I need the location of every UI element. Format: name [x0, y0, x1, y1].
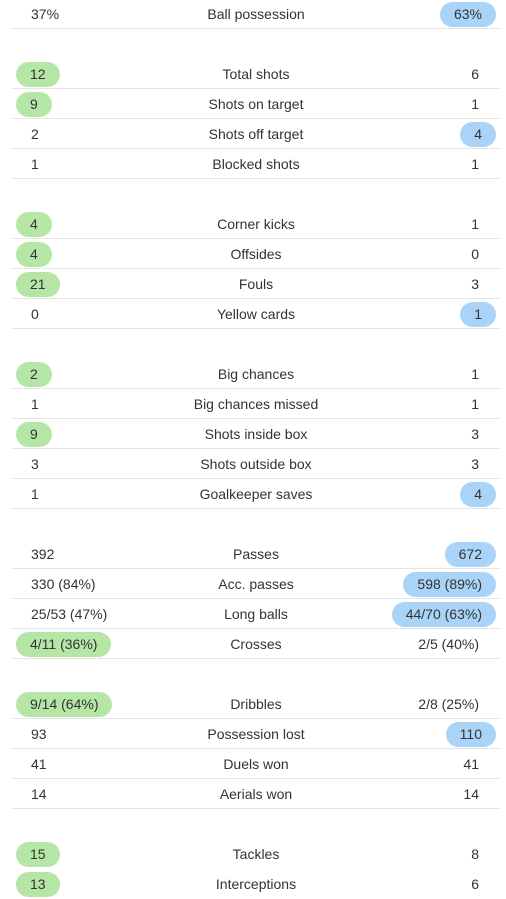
stat-label: Shots outside box — [200, 456, 312, 472]
home-value: 1 — [31, 486, 39, 502]
away-value: 1 — [471, 396, 479, 412]
home-value: 3 — [31, 456, 39, 472]
away-value: 1 — [460, 302, 496, 327]
away-value: 2/8 (25%) — [418, 696, 479, 712]
stat-label: Big chances — [217, 366, 295, 382]
stat-row-possession-lost: Possession lost 93 110 — [12, 720, 500, 749]
stat-row-fouls: Fouls 21 3 — [12, 270, 500, 299]
stat-label: Blocked shots — [212, 156, 300, 172]
stat-row-total-shots: Total shots 12 6 — [12, 60, 500, 89]
home-value: 37% — [31, 6, 60, 22]
away-value: 44/70 (63%) — [391, 602, 496, 627]
stat-row-shots-outside-box: Shots outside box 3 3 — [12, 450, 500, 479]
stat-row-interceptions: Interceptions 13 6 — [12, 870, 500, 899]
home-value: 93 — [31, 726, 47, 742]
stat-row-goalkeeper-saves: Goalkeeper saves 1 4 — [12, 480, 500, 509]
stat-label: Ball possession — [207, 6, 305, 22]
away-value: 41 — [463, 756, 479, 772]
home-value: 0 — [31, 306, 39, 322]
stat-label: Acc. passes — [218, 576, 294, 592]
stat-label: Shots on target — [208, 96, 304, 112]
stat-row-dribbles: Dribbles 9/14 (64%) 2/8 (25%) — [12, 690, 500, 719]
stat-label: Corner kicks — [217, 216, 295, 232]
stat-label: Tackles — [232, 846, 280, 862]
away-value: 3 — [471, 456, 479, 472]
stat-row-shots-inside-box: Shots inside box 9 3 — [12, 420, 500, 449]
stat-label: Crosses — [230, 636, 282, 652]
stat-label: Yellow cards — [216, 306, 296, 322]
home-value: 330 (84%) — [31, 576, 96, 592]
stat-label: Total shots — [222, 66, 290, 82]
home-value: 392 — [31, 546, 55, 562]
stat-label: Offsides — [230, 246, 282, 262]
away-value: 14 — [463, 786, 479, 802]
stat-row-long-balls: Long balls 25/53 (47%) 44/70 (63%) — [12, 600, 500, 629]
stat-row-big-chances-missed: Big chances missed 1 1 — [12, 390, 500, 419]
stat-row-aerials-won: Aerials won 14 14 — [12, 780, 500, 809]
stat-label: Shots inside box — [204, 426, 308, 442]
away-value: 672 — [444, 542, 496, 567]
stat-label: Possession lost — [207, 726, 305, 742]
away-value: 4 — [460, 122, 496, 147]
home-value: 2 — [16, 362, 52, 387]
away-value: 1 — [471, 216, 479, 232]
away-value: 4 — [460, 482, 496, 507]
stat-label: Goalkeeper saves — [199, 486, 313, 502]
stat-row-acc-passes: Acc. passes 330 (84%) 598 (89%) — [12, 570, 500, 599]
home-value: 2 — [31, 126, 39, 142]
stat-label: Passes — [233, 546, 279, 562]
stat-label: Big chances missed — [193, 396, 319, 412]
home-value: 4 — [16, 212, 52, 237]
stat-row-duels-won: Duels won 41 41 — [12, 750, 500, 779]
stat-label: Long balls — [224, 606, 288, 622]
away-value: 6 — [471, 876, 479, 892]
stat-row-tackles: Tackles 15 8 — [12, 840, 500, 869]
stat-row-big-chances: Big chances 2 1 — [12, 360, 500, 389]
home-value: 4 — [16, 242, 52, 267]
home-value: 14 — [31, 786, 47, 802]
home-value: 21 — [16, 272, 60, 297]
away-value: 110 — [445, 722, 496, 747]
stat-row-ball-possession: Ball possession 37% 63% — [12, 0, 500, 29]
home-value: 41 — [31, 756, 47, 772]
away-value: 1 — [471, 366, 479, 382]
home-value: 1 — [31, 396, 39, 412]
stat-label: Dribbles — [230, 696, 282, 712]
stat-row-passes: Passes 392 672 — [12, 540, 500, 569]
away-value: 63% — [439, 2, 496, 27]
away-value: 8 — [471, 846, 479, 862]
stat-row-corner-kicks: Corner kicks 4 1 — [12, 210, 500, 239]
away-value: 3 — [471, 276, 479, 292]
stat-label: Aerials won — [219, 786, 293, 802]
away-value: 3 — [471, 426, 479, 442]
away-value: 2/5 (40%) — [418, 636, 479, 652]
home-value: 13 — [16, 872, 60, 897]
stat-label: Fouls — [238, 276, 274, 292]
home-value: 9 — [16, 422, 52, 447]
stat-label: Interceptions — [215, 876, 297, 892]
home-value: 12 — [16, 62, 60, 87]
away-value: 1 — [471, 96, 479, 112]
away-value: 598 (89%) — [403, 572, 496, 597]
home-value: 9 — [16, 92, 52, 117]
stat-label: Duels won — [223, 756, 289, 772]
home-value: 1 — [31, 156, 39, 172]
away-value: 1 — [471, 156, 479, 172]
home-value: 9/14 (64%) — [16, 692, 113, 717]
stat-row-blocked-shots: Blocked shots 1 1 — [12, 150, 500, 179]
stat-row-crosses: Crosses 4/11 (36%) 2/5 (40%) — [12, 630, 500, 659]
stat-row-offsides: Offsides 4 0 — [12, 240, 500, 269]
away-value: 0 — [471, 246, 479, 262]
home-value: 4/11 (36%) — [16, 632, 112, 657]
stat-row-shots-off-target: Shots off target 2 4 — [12, 120, 500, 149]
stat-label: Shots off target — [208, 126, 304, 142]
home-value: 15 — [16, 842, 60, 867]
stat-row-shots-on-target: Shots on target 9 1 — [12, 90, 500, 119]
home-value: 25/53 (47%) — [31, 606, 108, 622]
stat-row-yellow-cards: Yellow cards 0 1 — [12, 300, 500, 329]
away-value: 6 — [471, 66, 479, 82]
